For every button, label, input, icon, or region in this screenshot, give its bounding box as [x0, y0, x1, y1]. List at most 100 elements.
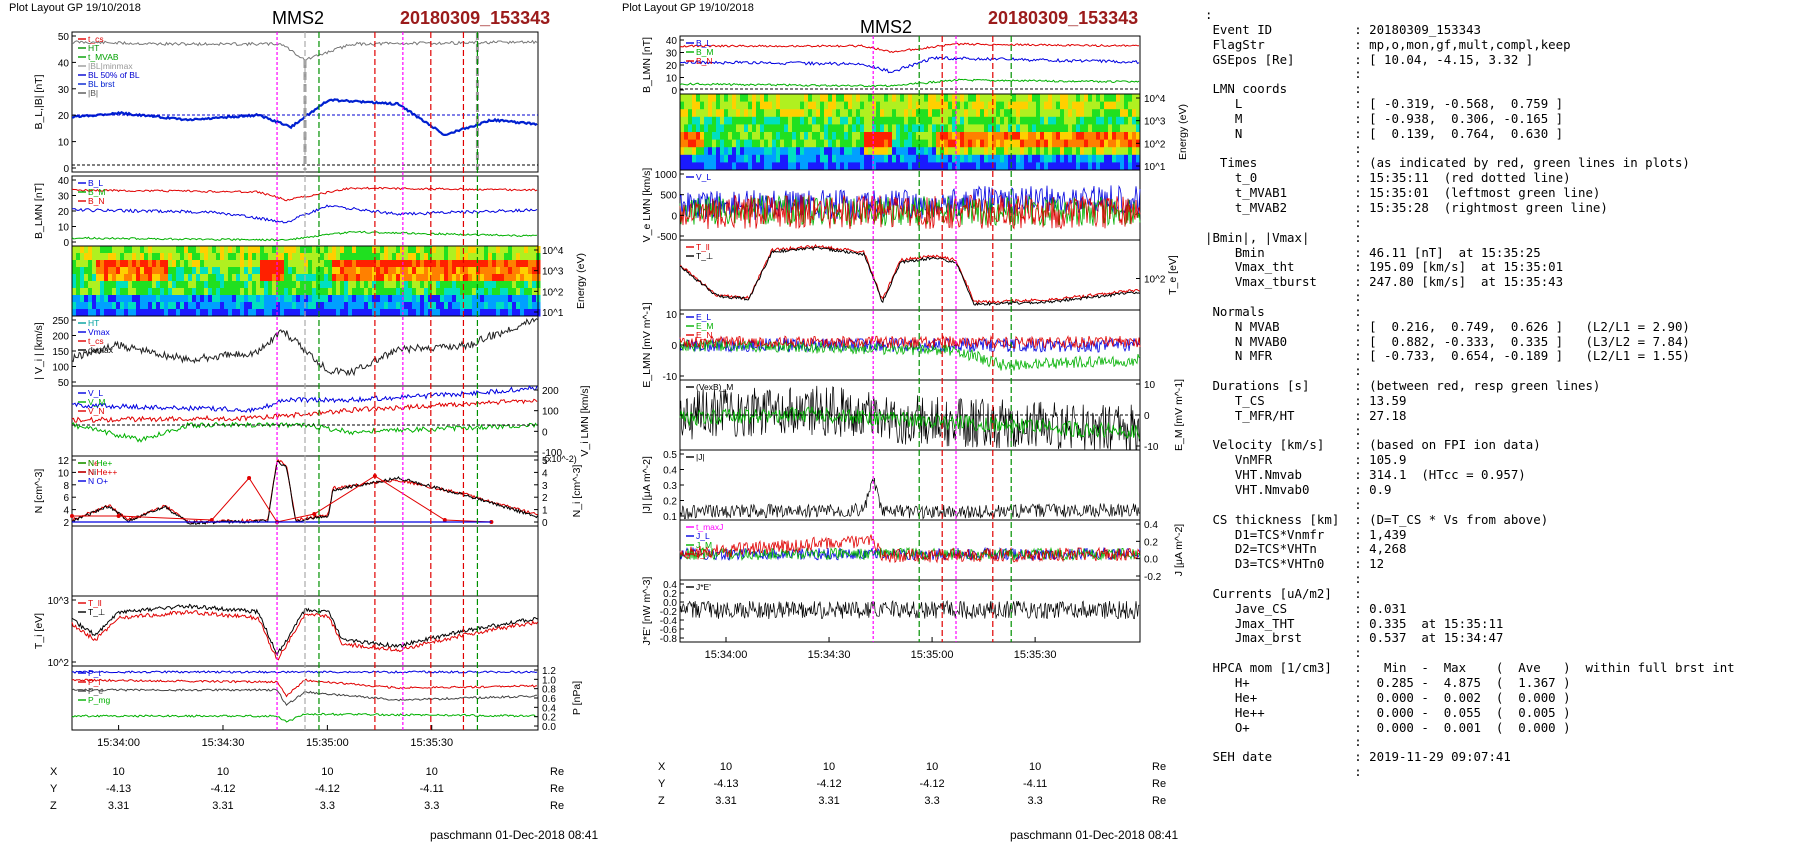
spectrogram-cell [236, 295, 241, 303]
spectrogram-cell [860, 139, 865, 148]
spectrogram-cell [348, 302, 353, 310]
spectrogram-cell [912, 154, 917, 163]
spectrogram-cell [108, 302, 113, 310]
legend-entry: J*E' [696, 582, 711, 592]
spectrogram-cell [196, 309, 201, 317]
spectrogram-cell [696, 116, 701, 125]
spectrogram-cell [464, 288, 469, 296]
y-tick-label: 10 [58, 138, 70, 149]
spectrogram-cell [728, 147, 733, 156]
spectrogram-cell [164, 267, 169, 275]
spectrogram-cell [828, 94, 833, 103]
spectrogram-cell [384, 267, 389, 275]
spectrogram-cell [976, 132, 981, 141]
spectrogram-cell [764, 94, 769, 103]
spectrogram-cell [352, 281, 357, 289]
spectrogram-cell [1060, 101, 1065, 110]
spectrogram-cell [160, 281, 165, 289]
spectrogram-cell [356, 309, 361, 317]
spectrogram-cell [820, 147, 825, 156]
spectrogram-cell [416, 281, 421, 289]
spectrogram-cell [420, 281, 425, 289]
spectrogram-cell [160, 295, 165, 303]
spectrogram-cell [824, 139, 829, 148]
spectrogram-cell [344, 309, 349, 317]
spectrogram-cell [1084, 101, 1089, 110]
spectrogram-cell [760, 154, 765, 163]
spectrogram-cell [880, 116, 885, 125]
spectrogram-cell [816, 101, 821, 110]
spectrogram-cell [816, 116, 821, 125]
spectrogram-cell [836, 124, 841, 133]
info-line: D2=TCS*VHTn : 4,268 [1205, 541, 1407, 557]
spectrogram-cell [472, 267, 477, 275]
spectrogram-cell [412, 267, 417, 275]
spectrogram-cell [320, 309, 325, 317]
spectrogram-cell [340, 295, 345, 303]
spectrogram-cell [888, 147, 893, 156]
spectrogram-cell [1076, 124, 1081, 133]
spectrogram-cell [228, 267, 233, 275]
spectrogram-cell [756, 154, 761, 163]
spectrogram-cell [944, 154, 949, 163]
info-line: Times : (as indicated by red, green line… [1205, 155, 1690, 171]
info-line: VHT.Nmvab0 : 0.9 [1205, 482, 1392, 497]
spectrogram-cell [324, 260, 329, 268]
spectrogram-cell [952, 162, 957, 171]
y-tick-label: 250 [52, 316, 69, 327]
spectrogram-cell [972, 162, 977, 171]
spectrogram-cell [308, 309, 313, 317]
spectrogram-cell [984, 139, 989, 148]
spectrogram-cell [252, 302, 257, 310]
spectrogram-cell [792, 109, 797, 118]
spectrogram-cell [916, 109, 921, 118]
spectrogram-cell [744, 101, 749, 110]
info-line: : [1205, 734, 1362, 750]
spectrogram-cell [800, 154, 805, 163]
spectrogram-cell [140, 302, 145, 310]
spectrogram-cell [276, 260, 281, 268]
spectrogram-cell [312, 302, 317, 310]
spectrogram-cell [128, 288, 133, 296]
spectrogram-cell [168, 246, 173, 254]
spectrogram-cell [992, 94, 997, 103]
spectrogram-cell [768, 147, 773, 156]
spectrogram-cell [96, 274, 101, 282]
spectrogram-cell [276, 253, 281, 261]
spectrogram-cell [420, 260, 425, 268]
spectrogram-cell [1060, 132, 1065, 141]
spectrogram-cell [988, 124, 993, 133]
spectrogram-cell [1128, 162, 1133, 171]
spectrogram-cell [384, 281, 389, 289]
spectrogram-cell [960, 154, 965, 163]
spectrogram-cell [72, 260, 77, 268]
spectrogram-cell [880, 139, 885, 148]
spectrogram-cell [120, 253, 125, 261]
spectrogram-cell [520, 253, 525, 261]
spectrogram-cell [132, 274, 137, 282]
spectrogram-cell [1044, 147, 1049, 156]
spectrogram-cell [788, 154, 793, 163]
spectrogram-cell [1028, 101, 1033, 110]
spectrogram-cell [812, 101, 817, 110]
spectrogram-cell [444, 309, 449, 317]
spectrogram-cell [384, 253, 389, 261]
spectrogram-cell [392, 253, 397, 261]
spectrogram-cell [1104, 109, 1109, 118]
spectrogram-cell [928, 94, 933, 103]
spectrogram-cell [232, 309, 237, 317]
spectrogram-cell [844, 94, 849, 103]
spectrogram-cell [1016, 162, 1021, 171]
spectrogram-cell [716, 94, 721, 103]
position-value: 10 [926, 761, 938, 773]
y-tick-label: 10 [58, 223, 70, 234]
info-line: : [1205, 645, 1362, 661]
spectrogram-cell [208, 260, 213, 268]
spectrogram-cell [284, 260, 289, 268]
spectrogram-cell [312, 309, 317, 317]
spectrogram-cell [936, 154, 941, 163]
spectrogram-cell [172, 274, 177, 282]
spectrogram-cell [388, 267, 393, 275]
spectrogram-cell [408, 267, 413, 275]
